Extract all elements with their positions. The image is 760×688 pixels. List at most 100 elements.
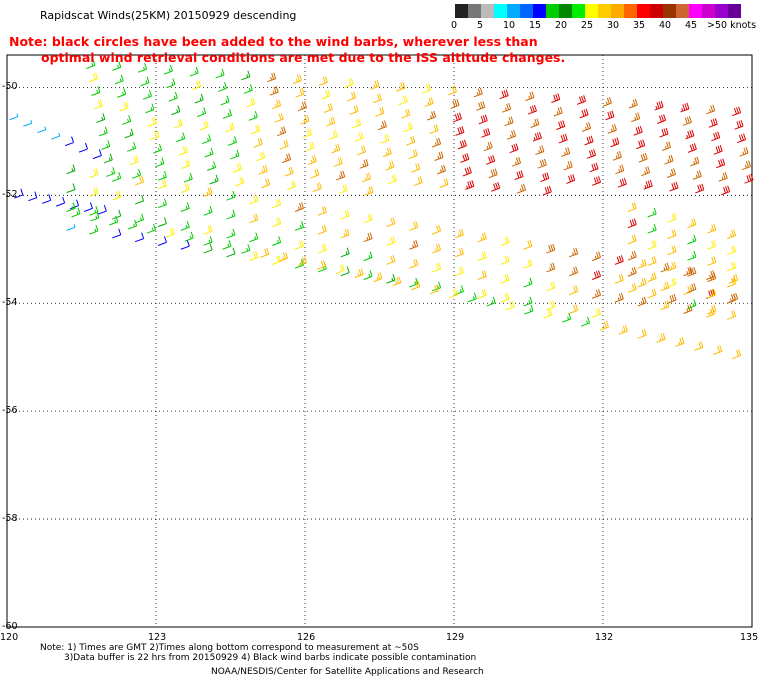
latitude-label: -56 (2, 405, 18, 417)
wind-barb (680, 102, 690, 113)
wind-barb (333, 157, 343, 167)
wind-barb (713, 145, 723, 155)
wind-barb (181, 159, 191, 170)
wind-barb (589, 162, 599, 173)
wind-barb (66, 202, 76, 212)
wind-barb (530, 118, 540, 129)
wind-barb (406, 135, 416, 146)
color-swatch (624, 4, 637, 18)
wind-barb (328, 130, 338, 140)
wind-barb (477, 289, 487, 299)
wind-barb (607, 124, 617, 134)
wind-barb (667, 277, 677, 288)
wind-barb (363, 213, 373, 224)
longitude-label: 129 (446, 632, 465, 643)
wind-barb (354, 132, 364, 142)
wind-barb (93, 99, 103, 110)
wind-barb (427, 110, 437, 121)
wind-barb (661, 141, 672, 151)
wind-barb (382, 147, 392, 158)
wind-barb (184, 231, 194, 242)
wind-barb (89, 187, 99, 197)
wind-barb (516, 183, 527, 194)
wind-barb (226, 247, 236, 258)
wind-barb (97, 204, 107, 215)
wind-barb (364, 186, 374, 196)
wind-barb (647, 288, 657, 299)
wind-barb (707, 256, 717, 266)
wind-barb (203, 224, 213, 235)
wind-barb (112, 190, 122, 201)
wind-barb (359, 159, 369, 169)
wind-barb (504, 116, 514, 127)
wind-barb (577, 95, 587, 105)
longitude-label: 120 (0, 632, 19, 643)
color-swatch (676, 4, 689, 18)
wind-barb (220, 95, 230, 106)
color-scale-label: 15 (529, 20, 542, 31)
wind-barb (256, 151, 266, 162)
wind-barb (66, 224, 76, 231)
wind-barb (112, 172, 122, 182)
color-swatch (533, 4, 546, 18)
map-title: Rapidscat Winds(25KM) 20150929 descendin… (40, 9, 297, 22)
wind-barb (411, 162, 421, 173)
color-swatch (715, 4, 728, 18)
wind-barb (398, 95, 408, 106)
wind-barb (614, 255, 624, 265)
wind-barb (537, 158, 547, 169)
wind-barb (307, 155, 317, 166)
wind-barb (403, 122, 413, 133)
wind-barb (349, 105, 359, 115)
wind-barb (157, 179, 167, 190)
wind-barb (726, 261, 737, 272)
wind-barb (602, 97, 612, 107)
wind-barb (249, 213, 259, 224)
wind-barb (656, 114, 667, 125)
wind-barb (660, 262, 670, 273)
wind-barb (667, 245, 677, 256)
wind-barb (274, 112, 284, 123)
wind-barb (660, 281, 670, 292)
wind-barb (675, 337, 685, 347)
wind-barb (292, 74, 303, 85)
wind-barb (636, 139, 646, 150)
wind-barb (281, 153, 292, 164)
wind-barb (217, 82, 228, 92)
wind-barb (396, 81, 406, 92)
wind-barb (744, 173, 754, 184)
wind-barb (566, 174, 576, 184)
wind-barb (687, 283, 697, 293)
color-scale-label: 40 (659, 20, 672, 31)
wind-barb (605, 110, 615, 121)
wind-barb (272, 236, 282, 246)
wind-barb (500, 274, 510, 284)
wind-barb (500, 292, 510, 303)
wind-barb (124, 128, 134, 139)
wind-barb (660, 300, 670, 311)
wind-barb (98, 126, 108, 137)
wind-barb (312, 182, 322, 192)
longitude-label: 135 (740, 632, 759, 643)
wind-barb (356, 145, 367, 156)
wind-barb (269, 85, 279, 96)
wind-barb (180, 202, 190, 212)
wind-barb (525, 91, 535, 102)
wind-barb (500, 255, 510, 265)
wind-barb (300, 114, 310, 125)
wind-barb (253, 138, 263, 148)
wind-barb (736, 133, 747, 144)
wind-barb (505, 300, 515, 311)
wind-barb (409, 221, 419, 231)
wind-barb (272, 99, 282, 110)
wind-barb (86, 59, 96, 69)
wind-barb (386, 217, 396, 228)
color-swatch (650, 4, 663, 18)
wind-barb (386, 255, 396, 265)
wind-barb (641, 166, 651, 177)
wind-barb (226, 209, 236, 220)
wind-barb (546, 300, 556, 311)
wind-barb (66, 183, 76, 194)
wind-barb (112, 228, 122, 239)
wind-barb (64, 136, 75, 147)
